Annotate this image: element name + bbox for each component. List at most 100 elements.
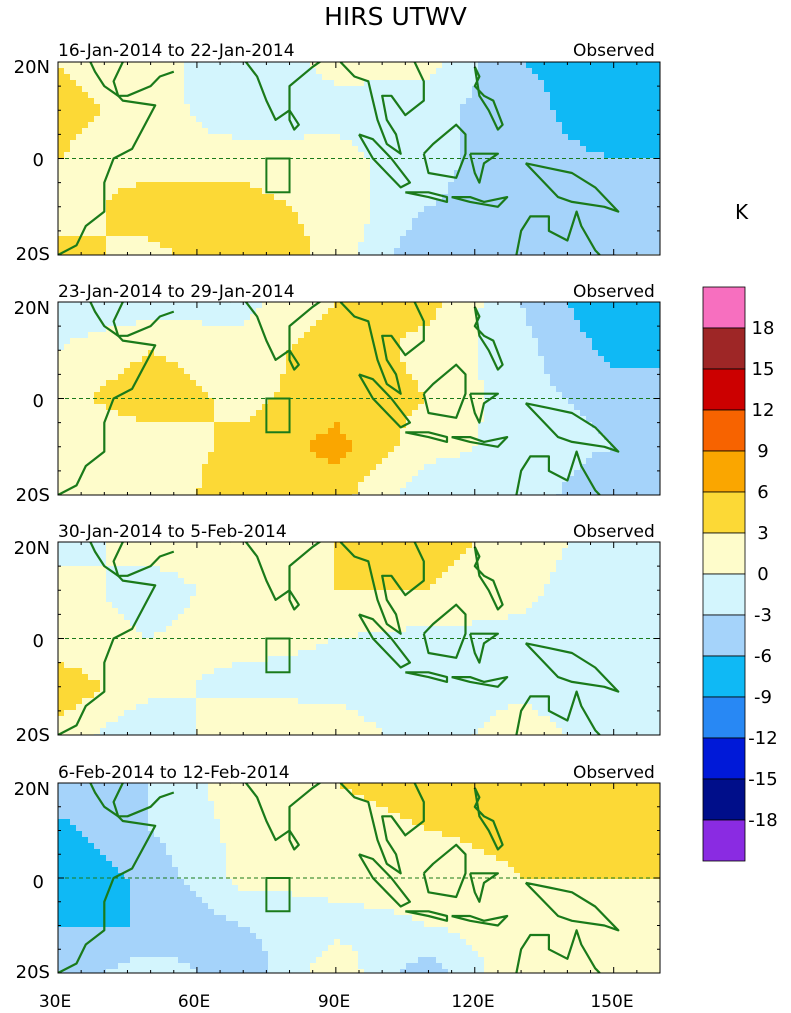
- anomaly-cell: [250, 386, 257, 393]
- anomaly-cell: [436, 242, 443, 249]
- anomaly-cell: [532, 80, 539, 87]
- anomaly-cell: [418, 200, 425, 207]
- anomaly-cell: [436, 356, 443, 363]
- anomaly-cell: [124, 242, 131, 249]
- anomaly-cell: [124, 104, 131, 111]
- anomaly-cell: [178, 164, 185, 171]
- anomaly-cell: [436, 302, 443, 309]
- anomaly-cell: [214, 308, 221, 315]
- anomaly-cell: [88, 242, 95, 249]
- anomaly-cell: [262, 134, 269, 141]
- anomaly-cell: [178, 128, 185, 135]
- anomaly-cell: [388, 326, 395, 333]
- anomaly-cell: [442, 338, 449, 345]
- anomaly-cell: [628, 176, 635, 183]
- anomaly-cell: [568, 302, 575, 309]
- anomaly-cell: [268, 326, 275, 333]
- anomaly-cell: [616, 80, 623, 87]
- anomaly-cell: [160, 308, 167, 315]
- anomaly-cell: [238, 374, 245, 381]
- anomaly-cell: [460, 374, 467, 381]
- colorbar-label: 3: [757, 523, 769, 544]
- anomaly-cell: [292, 200, 299, 207]
- anomaly-cell: [232, 116, 239, 123]
- anomaly-cell: [520, 230, 527, 237]
- anomaly-cell: [298, 146, 305, 153]
- lat-label-0: 0: [32, 150, 44, 171]
- anomaly-cell: [70, 248, 77, 255]
- anomaly-cell: [280, 308, 287, 315]
- anomaly-cell: [94, 146, 101, 153]
- anomaly-cell: [364, 92, 371, 99]
- anomaly-cell: [538, 140, 545, 147]
- anomaly-cell: [544, 302, 551, 309]
- anomaly-cell: [322, 194, 329, 201]
- anomaly-cell: [358, 182, 365, 189]
- anomaly-cell: [490, 374, 497, 381]
- anomaly-cell: [658, 350, 660, 357]
- anomaly-cell: [274, 338, 281, 345]
- anomaly-cell: [574, 338, 581, 345]
- anomaly-cell: [484, 374, 491, 381]
- anomaly-cell: [394, 92, 401, 99]
- anomaly-cell: [526, 368, 533, 375]
- anomaly-cell: [502, 314, 509, 321]
- anomaly-cell: [424, 320, 431, 327]
- anomaly-cell: [202, 80, 209, 87]
- anomaly-cell: [124, 392, 131, 399]
- anomaly-cell: [268, 140, 275, 147]
- anomaly-cell: [328, 188, 335, 195]
- anomaly-cell: [70, 146, 77, 153]
- anomaly-cell: [568, 86, 575, 93]
- anomaly-cell: [616, 62, 623, 69]
- anomaly-cell: [82, 62, 89, 69]
- anomaly-cell: [202, 344, 209, 351]
- anomaly-cell: [262, 62, 269, 69]
- anomaly-cell: [352, 122, 359, 129]
- anomaly-cell: [634, 116, 641, 123]
- anomaly-cell: [490, 86, 497, 93]
- anomaly-cell: [490, 176, 497, 183]
- anomaly-cell: [136, 188, 143, 195]
- anomaly-cell: [286, 386, 293, 393]
- anomaly-cell: [484, 62, 491, 69]
- panel-1-tag: Observed: [573, 41, 655, 61]
- anomaly-cell: [502, 224, 509, 231]
- anomaly-cell: [256, 122, 263, 129]
- anomaly-cell: [442, 368, 449, 375]
- anomaly-cell: [334, 344, 341, 351]
- anomaly-cell: [94, 92, 101, 99]
- anomaly-cell: [100, 110, 107, 117]
- anomaly-cell: [442, 92, 449, 99]
- anomaly-cell: [604, 194, 611, 201]
- anomaly-cell: [94, 164, 101, 171]
- anomaly-cell: [226, 146, 233, 153]
- anomaly-cell: [340, 158, 347, 165]
- anomaly-cell: [610, 242, 617, 249]
- anomaly-cell: [568, 338, 575, 345]
- anomaly-cell: [388, 236, 395, 243]
- anomaly-cell: [304, 158, 311, 165]
- anomaly-cell: [436, 128, 443, 135]
- anomaly-cell: [268, 302, 275, 309]
- anomaly-cell: [190, 122, 197, 129]
- anomaly-cell: [538, 104, 545, 111]
- anomaly-cell: [556, 182, 563, 189]
- anomaly-cell: [358, 248, 365, 255]
- anomaly-cell: [550, 80, 557, 87]
- anomaly-cell: [214, 110, 221, 117]
- anomaly-cell: [190, 218, 197, 225]
- anomaly-cell: [226, 332, 233, 339]
- anomaly-cell: [280, 110, 287, 117]
- anomaly-cell: [340, 164, 347, 171]
- anomaly-cell: [100, 332, 107, 339]
- anomaly-cell: [262, 152, 269, 159]
- anomaly-cell: [118, 242, 125, 249]
- anomaly-cell: [442, 182, 449, 189]
- anomaly-cell: [238, 338, 245, 345]
- anomaly-cell: [238, 344, 245, 351]
- anomaly-cell: [100, 218, 107, 225]
- anomaly-cell: [400, 314, 407, 321]
- anomaly-cell: [100, 62, 107, 69]
- anomaly-cell: [472, 158, 479, 165]
